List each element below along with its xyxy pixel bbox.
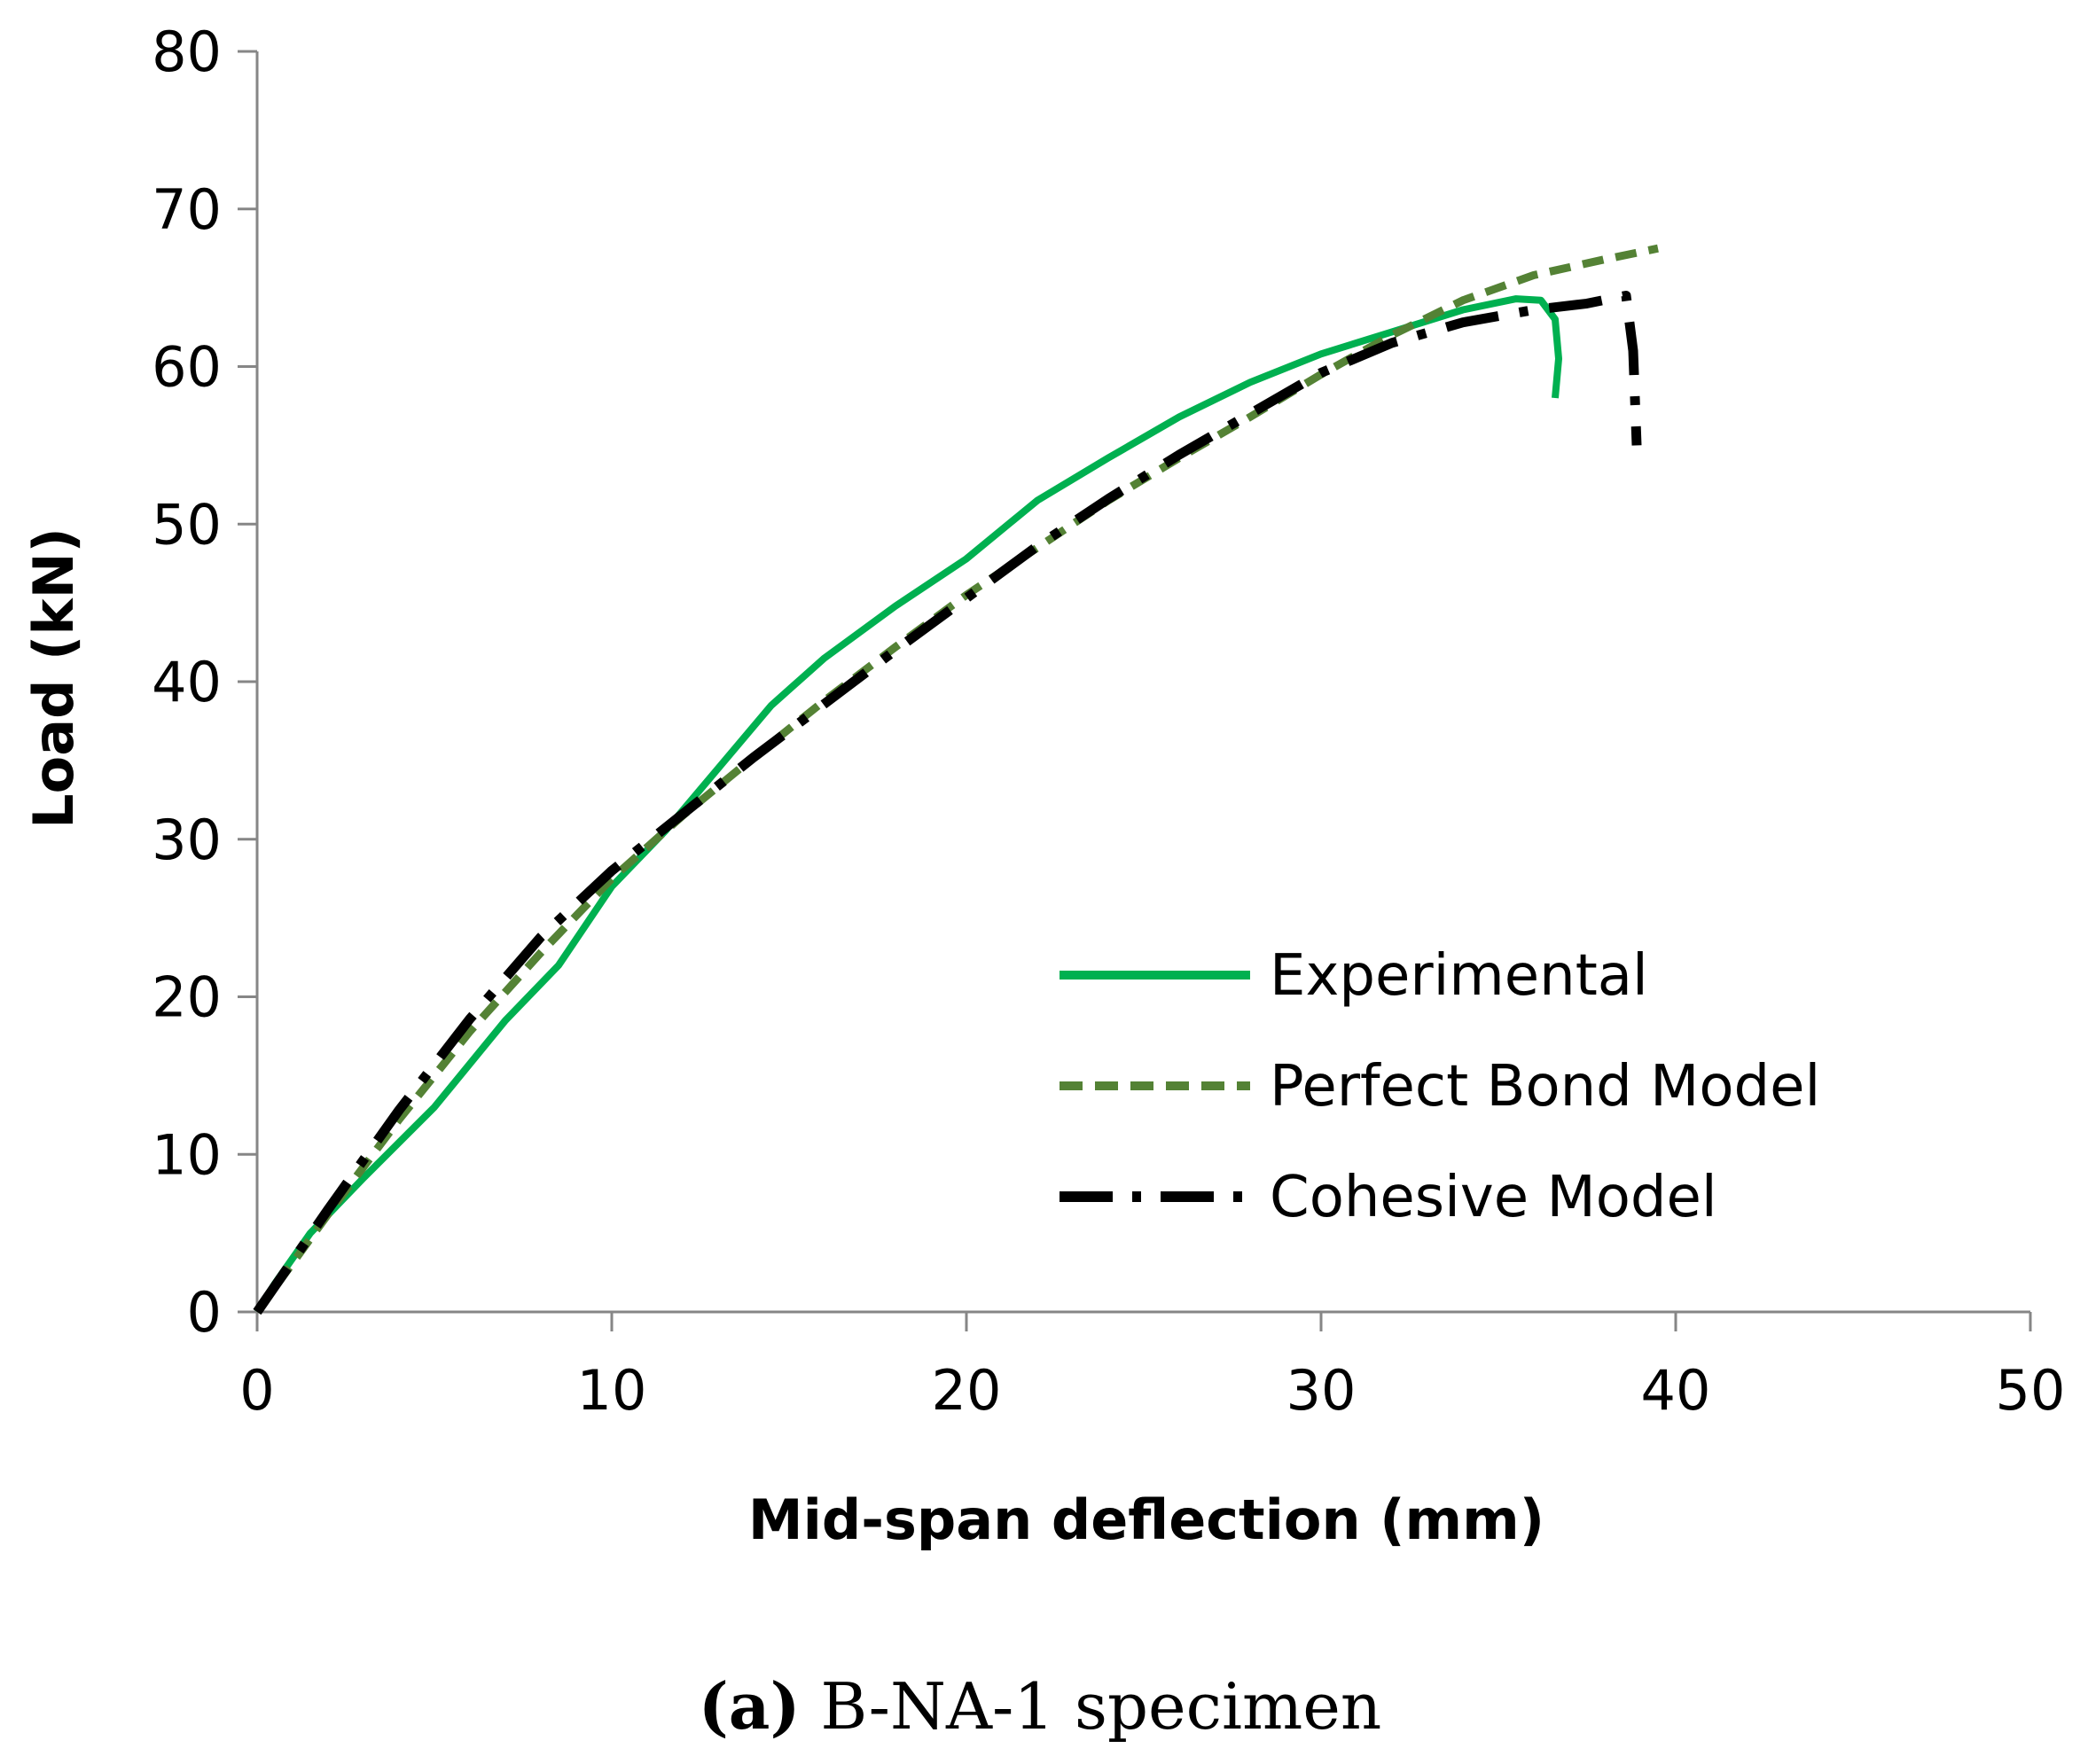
y-tick-label: 30 — [152, 808, 222, 872]
x-axis-title: Mid-span deflection (mm) — [748, 1487, 1544, 1552]
y-tick-label: 60 — [152, 335, 222, 400]
caption-text: B-NA-1 specimen — [801, 1669, 1382, 1744]
y-tick-label: 40 — [152, 650, 222, 714]
y-tick-label: 20 — [152, 965, 222, 1030]
y-tick-label: 50 — [152, 492, 222, 557]
legend-label-experimental: Experimental — [1270, 943, 1648, 1009]
legend-label-cohesive: Cohesive Model — [1270, 1165, 1717, 1230]
y-tick-label: 10 — [152, 1122, 222, 1187]
y-axis-title: Load (kN) — [21, 527, 86, 829]
x-tick-label: 50 — [1996, 1358, 2066, 1423]
axes — [255, 51, 2030, 1314]
y-tick-label: 0 — [187, 1280, 222, 1345]
y-tick-label: 80 — [152, 20, 222, 84]
series-layer — [253, 244, 1659, 1315]
legend-label-perfect-bond: Perfect Bond Model — [1270, 1054, 1820, 1120]
figure-caption: (a) B-NA-1 specimen — [699, 1668, 1382, 1744]
y-tick-label: 70 — [152, 177, 222, 242]
x-tick-label: 10 — [577, 1358, 647, 1423]
x-tick-label: 20 — [932, 1358, 1002, 1423]
axis-ticks: 0 10 20 30 40 50 60 70 80 0 10 20 30 40 50 — [152, 20, 2065, 1423]
series-line-perfect-bond-model — [254, 244, 1659, 1315]
series-line-experimental — [254, 295, 1562, 1315]
x-tick-label: 40 — [1641, 1358, 1711, 1423]
x-tick-label: 30 — [1286, 1358, 1357, 1423]
series-line-cohesive-model — [253, 291, 1642, 1315]
legend: Experimental Perfect Bond Model Cohesive… — [1060, 943, 1820, 1230]
caption-letter: (a) — [699, 1668, 801, 1744]
x-tick-label: 0 — [239, 1358, 274, 1423]
